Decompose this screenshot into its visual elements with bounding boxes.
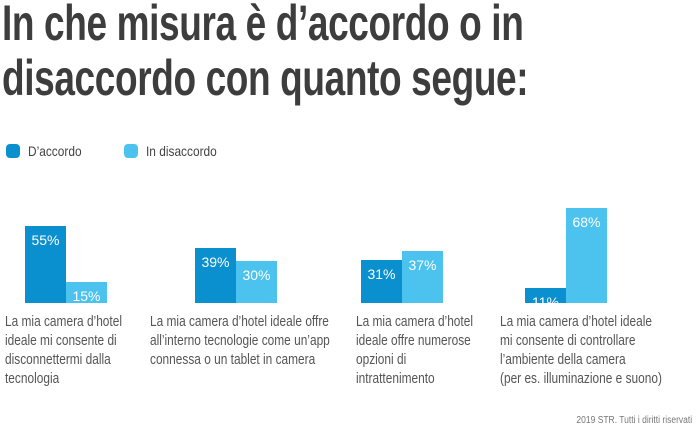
- bar-agree-1: [25, 226, 66, 303]
- credit-text: 2019 STR. Tutti i diritti riservati: [576, 415, 692, 426]
- bar-disagree-1: [66, 282, 107, 303]
- bar-agree-2: [195, 248, 236, 303]
- chart-title-line-1: In che misura è d’accordo o in: [2, 0, 524, 51]
- data-label: 37%: [408, 257, 437, 274]
- bar-agree-4: [525, 287, 566, 303]
- bar-disagree-2: [236, 261, 277, 303]
- category-label: La mia camera d’hotel ideale offre numer…: [356, 314, 473, 387]
- category-label: La mia camera d’hotel ideale offre all’i…: [150, 314, 330, 368]
- bar-disagree-4: [566, 207, 607, 303]
- data-label: 31%: [367, 265, 396, 282]
- chart-title: In che misura è d’accordo o in disaccord…: [2, 0, 529, 106]
- data-label: 68%: [572, 213, 601, 230]
- bar-agree-3: [361, 259, 402, 303]
- legend-label-agree: D’accordo: [28, 143, 82, 159]
- legend-swatch-disagree: [124, 144, 138, 158]
- data-label: 30%: [242, 267, 271, 283]
- bar-disagree-3: [402, 251, 443, 303]
- legend: D’accordo In disaccordo: [6, 143, 229, 159]
- legend-swatch-agree: [6, 144, 20, 158]
- data-label: 39%: [201, 254, 230, 271]
- data-label: 55%: [31, 232, 60, 248]
- category-label: La mia camera d’hotel ideale mi consente…: [5, 314, 122, 387]
- chart-title-line-2: disaccordo con quanto segue:: [2, 50, 529, 106]
- category-label: La mia camera d’hotel ideale mi consente…: [500, 314, 662, 387]
- legend-label-disagree: In disaccordo: [146, 143, 217, 159]
- data-label: 15%: [72, 288, 101, 304]
- data-label: 11%: [532, 293, 559, 310]
